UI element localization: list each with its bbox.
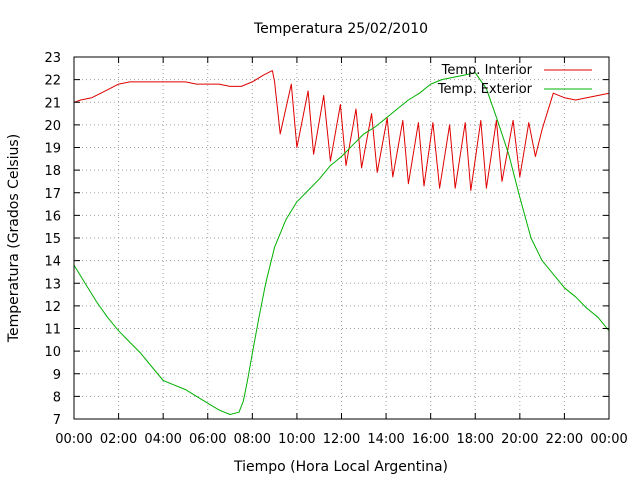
legend: Temp. Interior Temp. Exterior — [437, 63, 592, 97]
x-tick-label: 06:00 — [189, 432, 226, 447]
axis-ticks — [73, 56, 610, 420]
y-tick-label: 19 — [44, 142, 61, 157]
y-tick-label: 11 — [44, 323, 61, 338]
y-tick-label: 17 — [44, 187, 61, 202]
y-axis-label: Temperatura (Grados Celsius) — [6, 134, 22, 343]
legend-label-interior: Temp. Interior — [441, 63, 533, 78]
legend-label-exterior: Temp. Exterior — [437, 82, 533, 97]
chart-title: Temperatura 25/02/2010 — [253, 21, 428, 37]
x-tick-label: 04:00 — [144, 432, 181, 447]
x-tick-label: 02:00 — [100, 432, 137, 447]
x-axis-label: Tiempo (Hora Local Argentina) — [233, 459, 448, 475]
x-tick-label: 00:00 — [590, 432, 627, 447]
x-tick-labels: 00:00 02:00 04:00 06:00 08:00 10:00 12:00 14:00… — [55, 432, 627, 447]
y-tick-label: 10 — [44, 345, 61, 360]
y-tick-label: 7 — [53, 413, 61, 428]
x-tick-label: 10:00 — [278, 432, 315, 447]
x-tick-label: 22:00 — [546, 432, 583, 447]
x-tick-label: 12:00 — [323, 432, 360, 447]
x-tick-label: 18:00 — [457, 432, 494, 447]
y-tick-label: 9 — [53, 368, 61, 383]
series-line-interior — [73, 70, 610, 191]
x-tick-label: 14:00 — [367, 432, 404, 447]
y-tick-label: 12 — [44, 300, 61, 315]
x-tick-label: 08:00 — [234, 432, 271, 447]
y-tick-labels: 7 8 9 10 11 12 13 14 15 16 17 18 19 20 21 22 23 — [44, 51, 61, 428]
y-tick-label: 14 — [44, 255, 61, 270]
grid — [74, 57, 609, 419]
y-tick-label: 13 — [44, 277, 61, 292]
y-tick-label: 8 — [53, 390, 61, 405]
y-tick-label: 23 — [44, 51, 61, 66]
x-tick-label: 16:00 — [412, 432, 449, 447]
y-tick-label: 18 — [44, 164, 61, 179]
plot-series — [73, 70, 610, 415]
series-line-exterior — [73, 72, 610, 415]
y-tick-label: 21 — [44, 96, 61, 111]
y-tick-label: 15 — [44, 232, 61, 247]
x-tick-label: 20:00 — [501, 432, 538, 447]
y-tick-label: 16 — [44, 209, 61, 224]
y-tick-label: 22 — [44, 74, 61, 89]
y-tick-label: 20 — [44, 119, 61, 134]
x-tick-label: 00:00 — [55, 432, 92, 447]
